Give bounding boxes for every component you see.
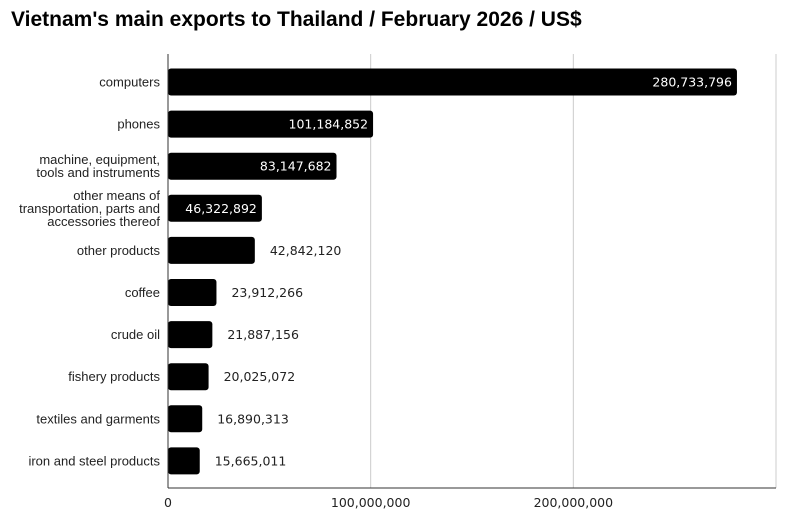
bar: [168, 405, 203, 433]
bar-value-label: 15,665,011: [215, 453, 287, 468]
bar-value-label: 46,322,892: [185, 201, 257, 216]
bar-value-label: 21,887,156: [227, 327, 299, 342]
bar: [168, 321, 213, 349]
bar: [168, 68, 737, 96]
x-tick-label: 0: [164, 495, 172, 510]
bar-value-label: 16,890,313: [217, 411, 289, 426]
bar-value-label: 101,184,852: [289, 117, 369, 132]
bar: [168, 152, 337, 180]
bar-value-label: 42,842,120: [270, 243, 342, 258]
category-label: crude oil: [111, 327, 160, 342]
chart-title: Vietnam's main exports to Thailand / Feb…: [11, 8, 582, 31]
bar: [168, 194, 262, 222]
category-label: textiles and garments: [36, 411, 160, 426]
category-label: fishery products: [68, 369, 160, 384]
bar: [168, 279, 217, 306]
x-tick-label: 100,000,000: [331, 495, 411, 510]
category-label: other products: [77, 243, 161, 258]
category-label: tools and instruments: [36, 165, 160, 180]
bar: [168, 110, 374, 138]
x-tick-label: 200,000,000: [534, 495, 614, 510]
bar-value-label: 23,912,266: [231, 285, 303, 300]
category-label: transportation, parts and: [19, 201, 160, 216]
bar-value-label: 280,733,796: [652, 75, 732, 90]
category-label: other means of: [73, 188, 160, 203]
bar: [168, 236, 255, 264]
category-label: coffee: [125, 285, 160, 300]
category-label: computers: [99, 75, 160, 90]
bar: [168, 363, 209, 391]
category-label: phones: [117, 117, 160, 132]
bar-value-label: 83,147,682: [260, 159, 332, 174]
category-label: machine, equipment,: [39, 152, 160, 167]
bar: [168, 447, 200, 475]
category-label: accessories thereof: [47, 214, 160, 229]
category-label: iron and steel products: [28, 453, 160, 468]
bar-value-label: 20,025,072: [224, 369, 296, 384]
